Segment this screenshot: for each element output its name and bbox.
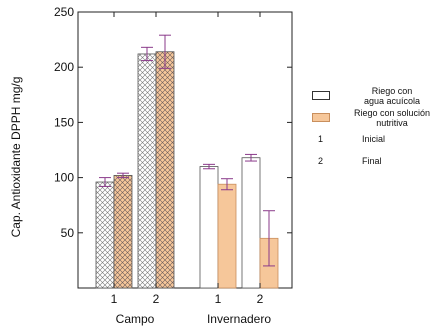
legend-item-final: 2 Final [312, 152, 446, 174]
bar [113, 174, 133, 289]
y-axis-ticks: 50 100 150 200 250 [54, 5, 292, 240]
bar [137, 53, 157, 289]
y-tick-label: 150 [54, 115, 74, 129]
legend-key-label: Inicial [362, 134, 386, 144]
legend-item-inicial: 1 Inicial [312, 130, 446, 152]
legend-swatch-peach [312, 113, 330, 122]
y-axis-label: Cap. Antioxidante DPPH mg/g [9, 77, 23, 238]
x-axis-ticks: 1 2 1 2 Campo Invernadero [111, 12, 271, 326]
bar [155, 51, 175, 289]
plot-area [77, 11, 293, 289]
bar [241, 157, 261, 289]
bar [95, 181, 115, 289]
y-tick-label: 200 [54, 60, 74, 74]
legend-item-solucion: Riego con solución nutritiva [312, 108, 446, 130]
legend-label: Riego con agua acuícola [363, 86, 421, 106]
bar [217, 183, 237, 289]
legend-item-agua: Riego con agua acuícola [312, 86, 446, 108]
legend-label: Riego con solución nutritiva [353, 108, 431, 128]
x-group-label: Invernadero [207, 312, 271, 326]
x-tick-label: 1 [215, 292, 222, 306]
x-tick-label: 2 [257, 292, 264, 306]
y-tick-label: 250 [54, 5, 74, 19]
bar [199, 166, 219, 289]
legend-key-label: Final [362, 156, 382, 166]
plot-frame [77, 11, 293, 289]
x-tick-label: 2 [153, 292, 160, 306]
legend-key-number: 1 [318, 134, 324, 144]
legend-key-number: 2 [318, 156, 324, 166]
legend: Riego con agua acuícola Riego con soluci… [312, 86, 446, 174]
x-group-label: Campo [116, 312, 155, 326]
bars [95, 34, 279, 289]
x-tick-label: 1 [111, 292, 118, 306]
legend-swatch-white [312, 91, 330, 100]
y-tick-label: 100 [54, 171, 74, 185]
y-tick-label: 50 [61, 226, 75, 240]
